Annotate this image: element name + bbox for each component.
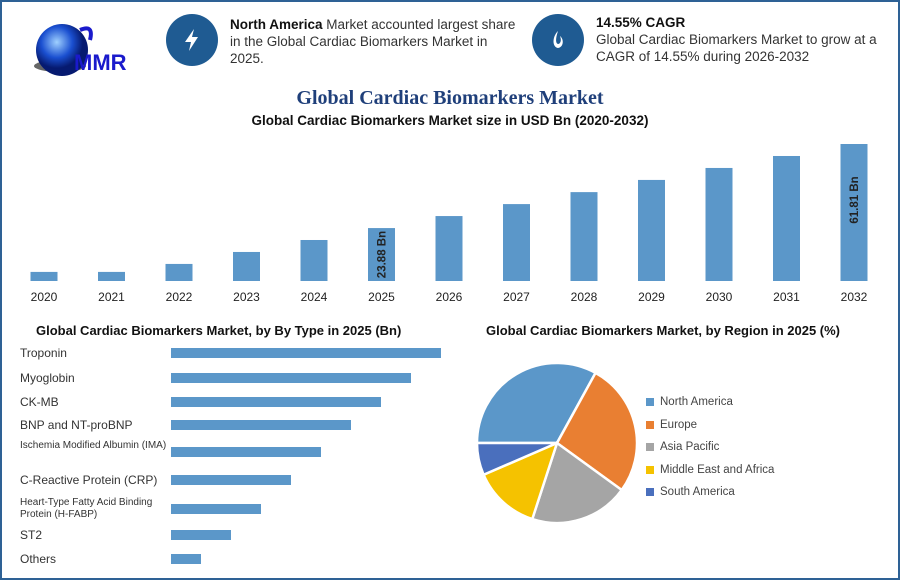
bar-2025	[368, 228, 395, 281]
swirl-icon	[532, 14, 584, 66]
x-tick-label: 2022	[166, 290, 193, 304]
type-chart-title: Global Cardiac Biomarkers Market, by By …	[36, 323, 402, 338]
x-tick-label: 2020	[31, 290, 58, 304]
bar-2022	[165, 263, 193, 281]
bar-2029	[638, 179, 665, 281]
legend-swatch	[646, 420, 654, 429]
type-label: Heart-Type Fatty Acid Binding Protein (H…	[20, 497, 153, 520]
info-cagr: 14.55% CAGR Global Cardiac Biomarkers Ma…	[596, 14, 896, 65]
pie-slice	[555, 371, 639, 492]
type-bar	[171, 420, 351, 430]
type-bar	[171, 504, 261, 514]
bar-2027	[503, 204, 530, 281]
x-tick-label: 2029	[638, 290, 665, 304]
bar-2020	[30, 271, 58, 281]
x-tick-label: 2028	[571, 290, 598, 304]
bar-2024	[300, 239, 328, 281]
type-bar	[171, 373, 411, 383]
legend-swatch	[646, 398, 654, 407]
main-title: Global Cardiac Biomarkers Market	[296, 87, 604, 109]
legend-label: Europe	[660, 418, 698, 431]
type-label: ST2	[20, 528, 43, 542]
type-label: BNP and NT-proBNP	[20, 418, 133, 432]
type-label: C-Reactive Protein (CRP)	[20, 473, 158, 487]
mmr-logo: MMR	[34, 24, 127, 76]
data-label: 61.81 Bn	[849, 176, 861, 223]
type-bar	[171, 530, 231, 540]
type-label: Troponin	[20, 346, 67, 360]
bar-2026	[435, 216, 463, 281]
type-label: Ischemia Modified Albumin (IMA)	[20, 440, 167, 451]
pie-slice	[475, 361, 598, 445]
pie-legend: North America Europe Asia Pacific Middle Ea…	[646, 391, 774, 504]
legend-swatch	[646, 443, 654, 452]
x-tick-label: 2025	[368, 290, 395, 304]
region-pie-chart	[475, 361, 639, 525]
bar-2030	[705, 167, 733, 281]
x-tick-label: 2031	[773, 290, 800, 304]
info1-bold: North America	[230, 17, 323, 32]
type-bar	[171, 554, 201, 564]
type-label: CK-MB	[20, 395, 59, 409]
x-tick-label: 2030	[706, 290, 733, 304]
type-label: Myoglobin	[20, 371, 75, 385]
type-label: Others	[20, 552, 57, 566]
info1-text: Market accounted largest share in the Gl…	[230, 17, 516, 66]
legend-item: South America	[646, 481, 774, 504]
bar-2031	[773, 155, 800, 281]
info2-bold: 14.55% CAGR	[596, 15, 686, 30]
pie-slice	[530, 440, 624, 525]
bar-2023	[233, 251, 260, 281]
x-tick-label: 2023	[233, 290, 260, 304]
bar-2032	[840, 144, 868, 281]
bar-2021	[98, 271, 125, 281]
x-tick-label: 2021	[98, 290, 125, 304]
x-tick-label: 2024	[301, 290, 328, 304]
legend-item: North America	[646, 391, 774, 414]
bar-2028	[570, 192, 598, 281]
legend-item: Middle East and Africa	[646, 459, 774, 482]
x-tick-label: 2026	[436, 290, 463, 304]
x-tick-label: 2032	[841, 290, 868, 304]
pie-slice	[475, 441, 558, 477]
type-bar	[171, 475, 291, 485]
logo-text: MMR	[74, 50, 127, 75]
legend-label: Middle East and Africa	[660, 463, 775, 476]
legend-label: Asia Pacific	[660, 441, 720, 454]
legend-label: South America	[660, 486, 735, 499]
info-north-america: North America Market accounted largest s…	[230, 16, 520, 67]
year-bar-chart: 2020 2021 2022 2023 2024 2025 23.88 Bn 2026 2027…	[30, 144, 868, 304]
legend-swatch	[646, 488, 654, 497]
type-bar	[171, 397, 381, 407]
data-label: 23.88 Bn	[377, 231, 389, 278]
x-tick-label: 2027	[503, 290, 530, 304]
lightning-icon	[166, 14, 218, 66]
legend-item: Europe	[646, 414, 774, 437]
type-bar	[171, 447, 321, 457]
info2-text: Global Cardiac Biomarkers Market to grow…	[596, 32, 877, 64]
legend-swatch	[646, 465, 654, 474]
chart-subtitle: Global Cardiac Biomarkers Market size in…	[251, 113, 649, 128]
region-chart-title: Global Cardiac Biomarkers Market, by Reg…	[486, 323, 841, 338]
pie-slice	[481, 440, 560, 521]
type-bar	[171, 348, 441, 358]
legend-item: Asia Pacific	[646, 436, 774, 459]
legend-label: North America	[660, 396, 733, 409]
